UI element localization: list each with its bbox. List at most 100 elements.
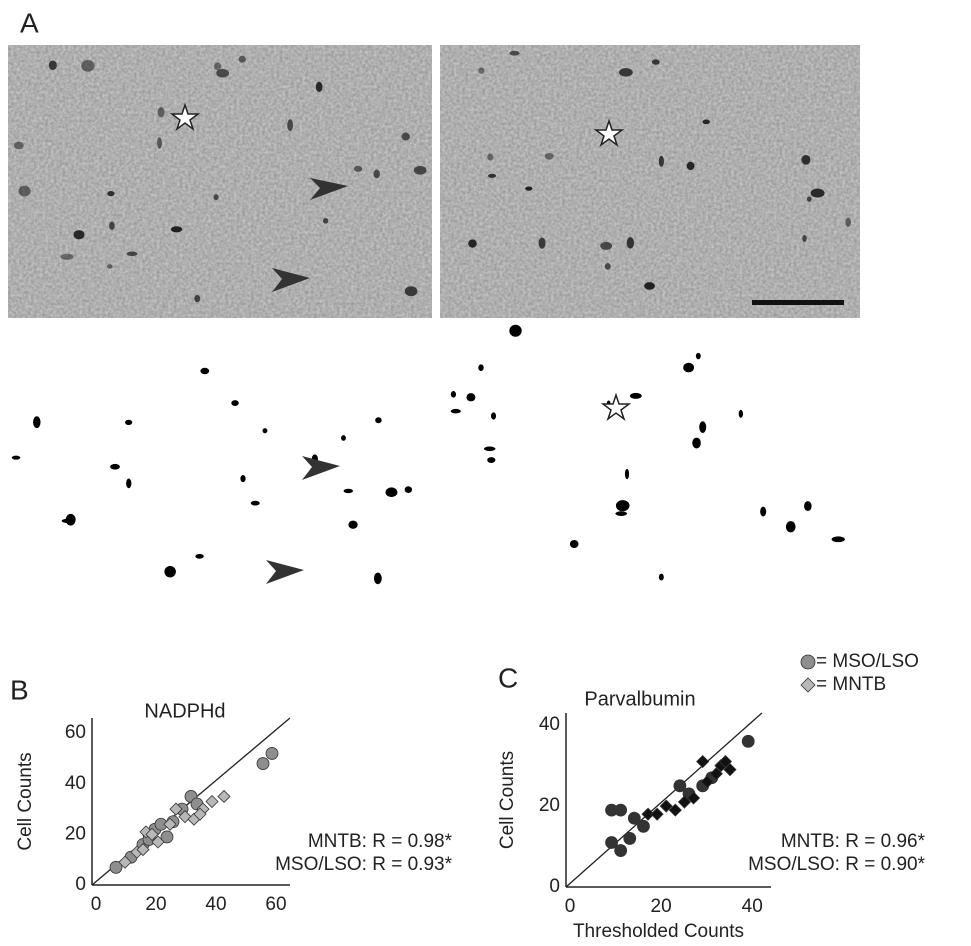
cell <box>164 565 176 578</box>
point-circle <box>605 836 618 849</box>
cell <box>413 165 427 175</box>
cell <box>81 59 95 72</box>
cell <box>760 506 767 517</box>
point-diamond <box>709 767 723 781</box>
y-tick-label: 40 <box>65 773 86 794</box>
x-tick-label: 40 <box>742 896 763 917</box>
point-diamond <box>700 775 714 789</box>
cell <box>785 521 796 533</box>
point-diamond <box>193 807 207 821</box>
chart-title: Parvalbumin <box>584 688 695 710</box>
cell <box>33 416 41 429</box>
x-tick-label: 40 <box>205 894 226 915</box>
cell <box>157 107 165 118</box>
star <box>169 102 201 132</box>
cell <box>487 173 497 178</box>
cell <box>157 137 162 149</box>
x-axis-label: Thresholded Counts <box>573 921 744 942</box>
cell <box>404 486 413 493</box>
point-diamond <box>145 827 159 841</box>
y-tick-label: 20 <box>539 795 560 816</box>
cell <box>65 513 76 526</box>
cell <box>450 408 461 414</box>
cell <box>110 463 120 470</box>
cell <box>629 392 642 399</box>
panel-label: C <box>498 662 518 693</box>
cell <box>615 500 630 512</box>
point-circle <box>614 844 628 857</box>
star <box>593 118 625 148</box>
cell <box>810 188 825 198</box>
point-diamond <box>136 843 150 857</box>
cell <box>238 55 246 63</box>
y-tick-label: 20 <box>65 823 86 844</box>
cell-blobs <box>11 50 851 585</box>
cell <box>569 539 579 549</box>
panel-label: B <box>10 674 29 705</box>
chart-title: NADPHd <box>144 700 225 722</box>
scale-bar <box>752 300 844 305</box>
cell <box>194 294 201 303</box>
micrographs <box>8 45 860 318</box>
cell <box>18 185 31 197</box>
annotation: MSO/LSO: R = 0.93* <box>275 854 452 875</box>
cell <box>231 400 239 407</box>
cell <box>106 264 113 269</box>
point-diamond <box>696 754 710 769</box>
cell <box>450 390 457 398</box>
cell <box>702 119 711 125</box>
point-circle <box>265 747 279 760</box>
cell <box>353 165 363 172</box>
cell <box>804 501 812 512</box>
x-tick-label: 20 <box>145 894 166 915</box>
cell <box>525 186 533 191</box>
cell <box>699 421 707 433</box>
point-circle <box>160 830 174 844</box>
panel-label: A <box>20 7 39 38</box>
cell <box>487 457 496 463</box>
point-diamond <box>118 855 132 869</box>
cell <box>468 239 477 248</box>
arrowhead <box>302 456 340 480</box>
cell <box>509 50 520 56</box>
point-diamond <box>668 803 682 817</box>
point-circle <box>627 811 641 825</box>
texture <box>440 45 860 318</box>
cell <box>626 237 635 249</box>
cell <box>692 437 701 449</box>
point-diamond <box>151 835 165 849</box>
cell <box>262 428 268 434</box>
cell <box>831 536 845 543</box>
point-diamond <box>641 807 655 821</box>
y-tick-label: 0 <box>549 876 560 897</box>
arrowhead <box>266 560 304 584</box>
cell <box>538 237 546 249</box>
cell <box>487 153 494 161</box>
texture <box>8 45 432 318</box>
cell <box>615 511 628 516</box>
cell <box>109 221 115 230</box>
cell <box>216 68 229 78</box>
legend-marker <box>800 677 816 693</box>
cell <box>170 226 183 233</box>
point-circle <box>637 819 650 833</box>
cell <box>385 487 398 498</box>
cell <box>126 478 132 489</box>
cell <box>644 282 655 290</box>
point-circle <box>741 734 755 748</box>
legend-label: = MNTB <box>816 674 886 695</box>
x-tick-label: 60 <box>265 894 286 915</box>
cell <box>125 419 133 426</box>
cell <box>619 68 633 77</box>
annotation: MSO/LSO: R = 0.90* <box>748 854 925 875</box>
identity-line <box>565 712 763 888</box>
point-diamond <box>169 802 183 816</box>
legend-label: = MSO/LSO <box>816 651 919 672</box>
cell <box>686 161 695 171</box>
y-axis-label: Cell Counts <box>497 751 518 849</box>
point-diamond <box>163 817 177 831</box>
point-diamond <box>718 754 733 769</box>
cell <box>401 132 410 141</box>
cell <box>478 67 485 74</box>
